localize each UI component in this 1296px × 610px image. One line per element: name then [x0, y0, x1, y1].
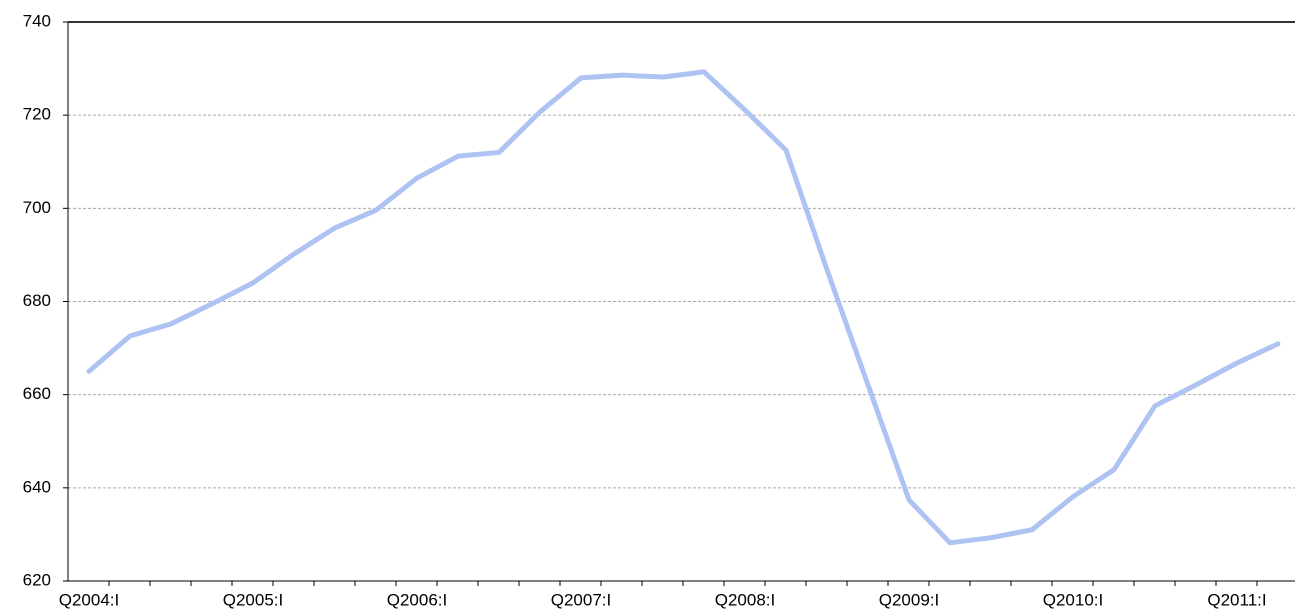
x-tick-label: Q2007:I	[551, 590, 612, 609]
y-tick-label: 700	[23, 198, 51, 217]
line	[86, 69, 1281, 546]
x-tick-label: Q2011:I	[1207, 590, 1266, 609]
x-tick-label: Q2004:I	[59, 590, 120, 609]
y-tick-label: 640	[23, 477, 51, 496]
x-tick-label: Q2009:I	[879, 590, 940, 609]
x-tick-label: Q2006:I	[387, 590, 448, 609]
x-tick-label: Q2005:I	[223, 590, 284, 609]
y-tick-label: 740	[23, 11, 51, 30]
x-tick-label: Q2008:I	[715, 590, 776, 609]
y-tick-label: 620	[23, 570, 51, 589]
y-tick-label: 680	[23, 291, 51, 310]
y-tick-label: 660	[23, 384, 51, 403]
x-tick-label: Q2010:I	[1043, 590, 1104, 609]
y-tick-label: 720	[23, 105, 51, 124]
